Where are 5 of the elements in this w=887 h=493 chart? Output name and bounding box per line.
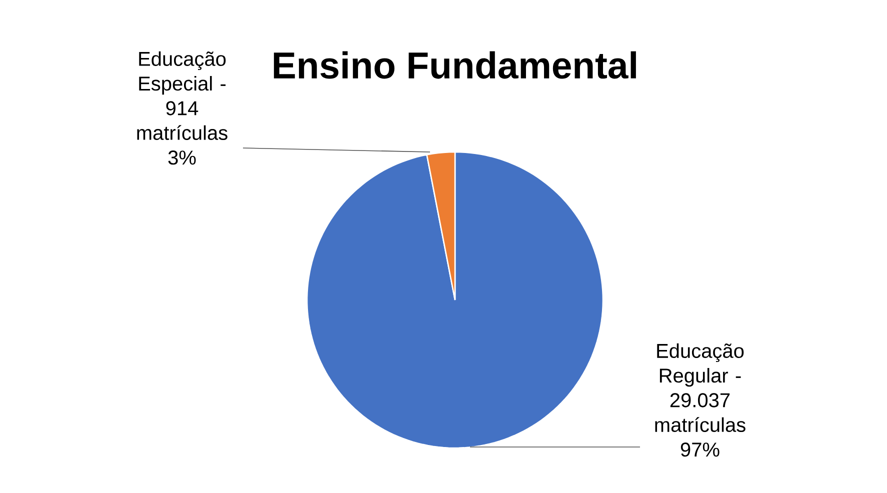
slice-label: Educação Especial - [139, 51, 226, 95]
data-label: 29.037 matrículas 97% [655, 393, 746, 457]
slice-label: Educação Regular - [657, 343, 744, 387]
data-label: 914 matrículas 3% [137, 101, 228, 165]
chart-title: Ensino Fundamental [274, 51, 636, 79]
